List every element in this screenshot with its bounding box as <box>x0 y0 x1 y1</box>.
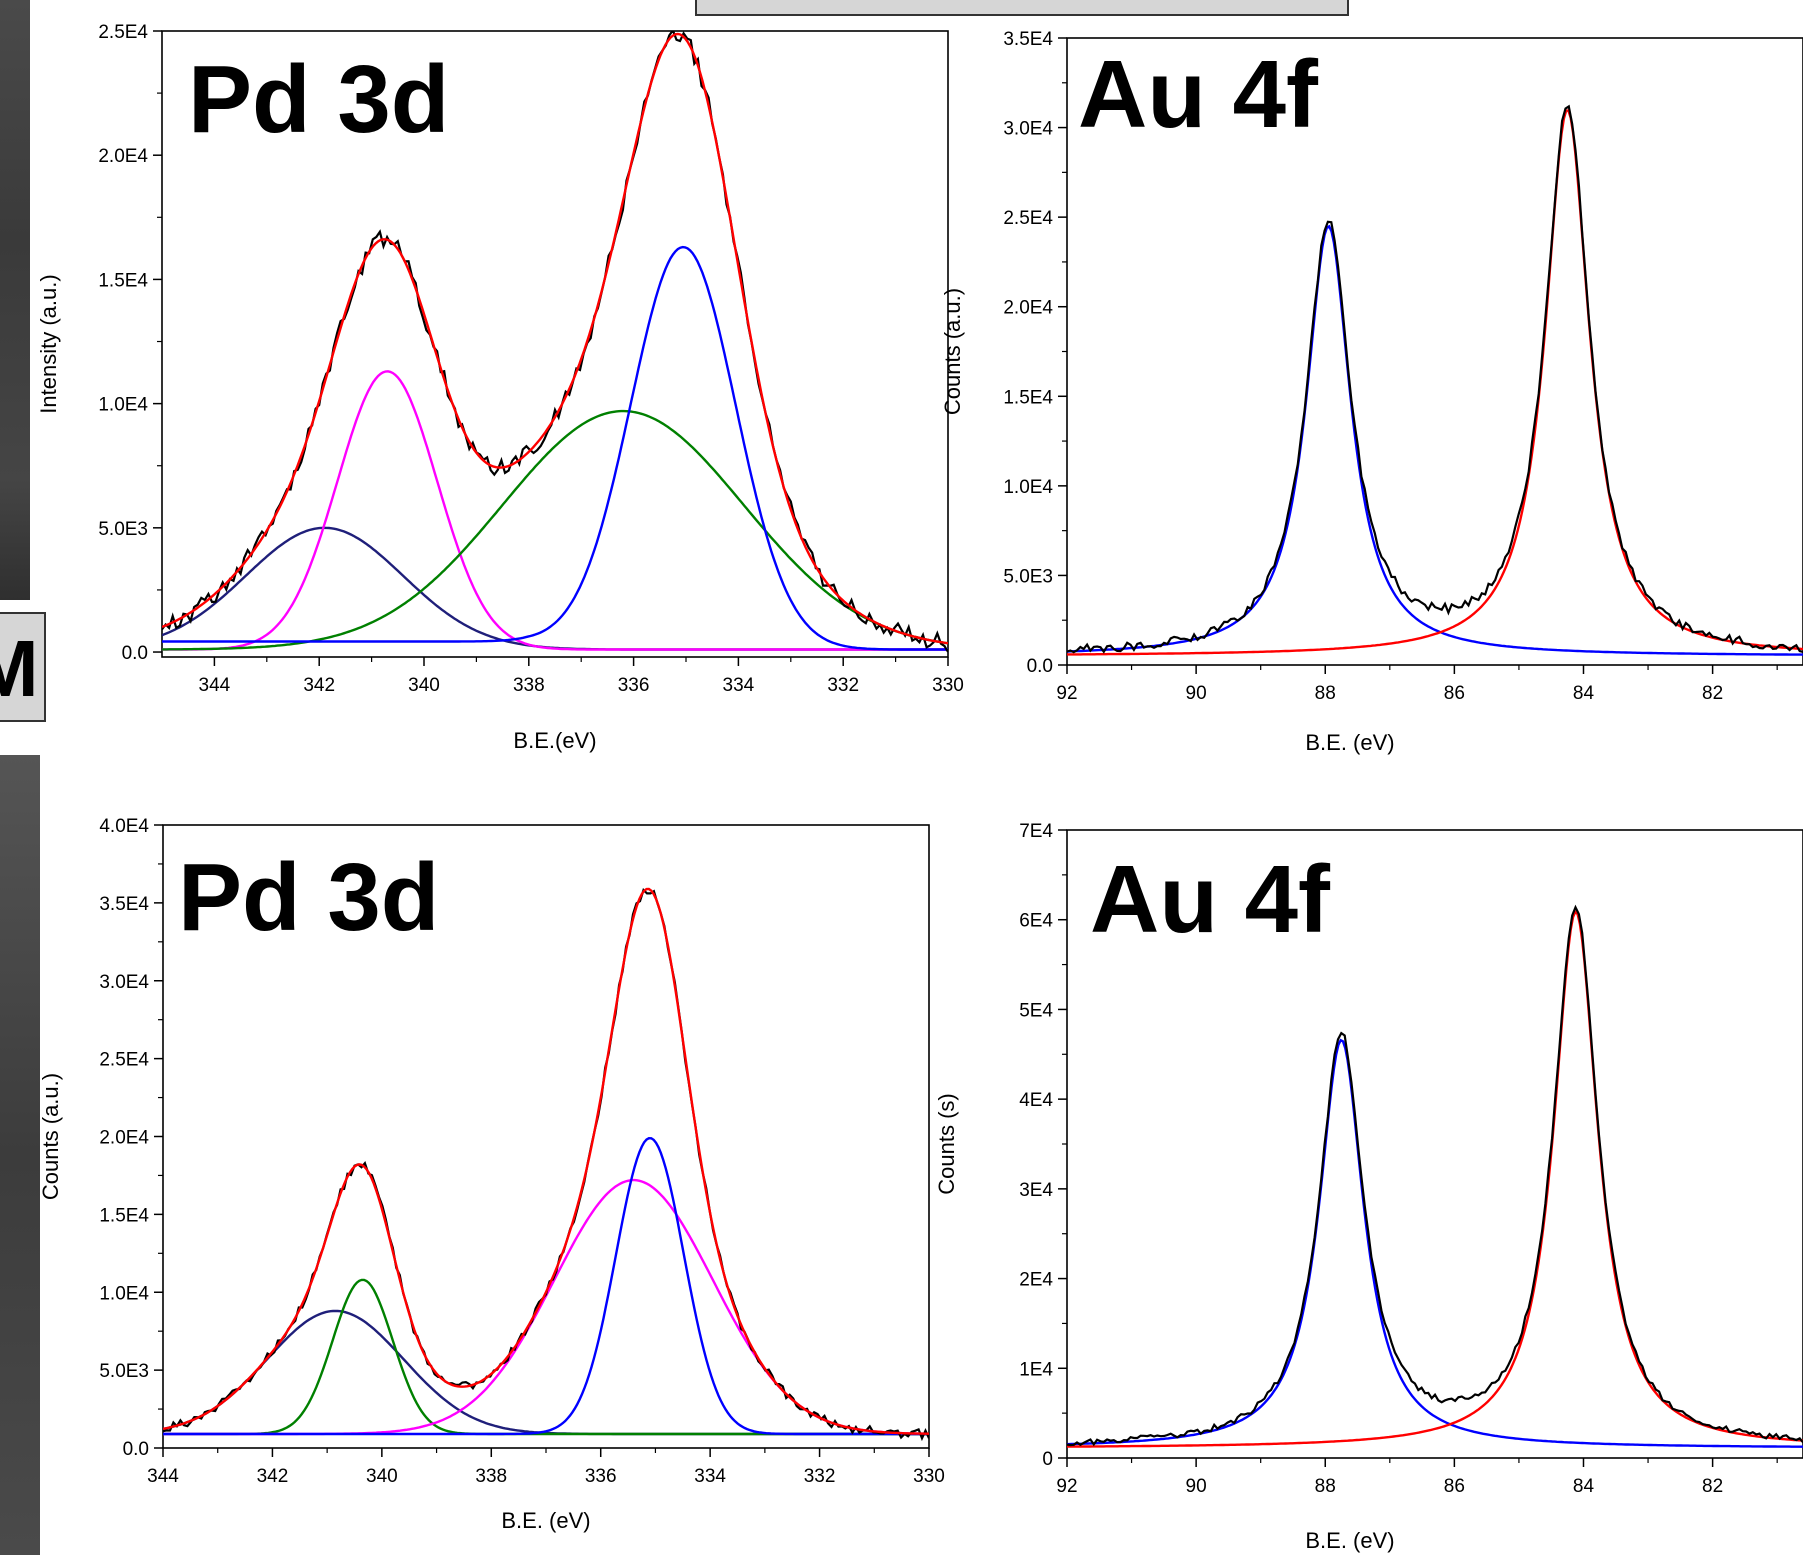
y-tick-label: 2.0E4 <box>98 146 148 167</box>
x-tick-label: 86 <box>1444 683 1465 704</box>
chart-panel-1: 0.0 5.0E3 1.0E4 1.5E4 2.0E4 2.5E4 344 342 340 338… <box>36 22 964 753</box>
panel-title: Pd 3d <box>178 844 439 951</box>
x-axis-label: B.E. (eV) <box>1305 1528 1394 1553</box>
x-tick-label: 338 <box>513 675 545 696</box>
y-tick-label: 2.5E4 <box>1003 208 1053 229</box>
series-line-3 <box>1067 104 1803 654</box>
y-tick-label: 1.5E4 <box>98 270 148 291</box>
x-tick-label: 84 <box>1573 683 1595 704</box>
y-tick-label: 3.0E4 <box>1003 119 1053 140</box>
x-axis-label: B.E. (eV) <box>501 1508 590 1533</box>
x-tick-label: 88 <box>1315 683 1336 704</box>
y-tick-label: 1.0E4 <box>98 395 148 416</box>
x-tick-label: 84 <box>1573 1476 1595 1497</box>
top-label-box <box>695 0 1349 16</box>
y-tick-label: 0.0 <box>122 643 148 664</box>
series-line-4 <box>162 245 948 651</box>
y-tick-label: 5.0E3 <box>99 1361 149 1382</box>
y-tick-label: 4.0E4 <box>99 816 149 837</box>
plot-frame <box>161 30 949 658</box>
x-tick-label: 90 <box>1186 683 1207 704</box>
left-image-strip-top <box>0 0 30 600</box>
x-tick-label: 332 <box>804 1466 836 1487</box>
chart-panel-2: 0.0 5.0E3 1.0E4 1.5E4 2.0E4 2.5E4 3.0E4 3.5E4 92… <box>940 29 1803 755</box>
series-line-3 <box>162 409 948 651</box>
x-tick-label: 330 <box>913 1466 945 1487</box>
x-tick-label: 336 <box>585 1466 617 1487</box>
series-line-2 <box>1067 909 1803 1448</box>
y-tick-label: 5.0E3 <box>98 519 148 540</box>
panel-title: Au 4f <box>1090 846 1331 953</box>
x-tick-label: 342 <box>257 1466 289 1487</box>
series-line-2 <box>162 370 948 651</box>
series-line-5 <box>163 887 929 1435</box>
y-tick-label: 2.5E4 <box>99 1050 149 1071</box>
chart-panel-3: 0.0 5.0E3 1.0E4 1.5E4 2.0E4 2.5E4 3.0E4 3.5E4 4.… <box>38 816 945 1533</box>
series-line-5 <box>162 32 948 645</box>
x-tick-label: 338 <box>475 1466 507 1487</box>
y-tick-label: 0.0 <box>123 1439 149 1460</box>
panel-title: Pd 3d <box>188 46 449 153</box>
y-axis-label: Counts (a.u.) <box>940 288 965 415</box>
y-axis-label: Counts (a.u.) <box>38 1073 63 1200</box>
x-tick-label: 340 <box>366 1466 398 1487</box>
x-tick-label: 86 <box>1444 1476 1465 1497</box>
y-tick-label: 5.0E3 <box>1003 566 1053 587</box>
y-tick-label: 3.5E4 <box>1003 29 1053 50</box>
y-tick-label: 1.0E4 <box>99 1283 149 1304</box>
x-tick-label: 90 <box>1186 1476 1207 1497</box>
x-tick-label: 92 <box>1056 683 1077 704</box>
x-tick-label: 342 <box>303 675 335 696</box>
series-line-3 <box>163 1178 929 1436</box>
series-line-6 <box>163 887 929 1442</box>
y-tick-label: 2.5E4 <box>98 22 148 43</box>
x-tick-label: 334 <box>723 675 755 696</box>
x-tick-label: 82 <box>1702 683 1723 704</box>
x-tick-label: 340 <box>408 675 440 696</box>
x-tick-label: 92 <box>1056 1476 1077 1497</box>
series-line-4 <box>163 1136 929 1436</box>
y-tick-label: 3.5E4 <box>99 894 149 915</box>
y-tick-label: 1.5E4 <box>1003 387 1053 408</box>
chart-panel-4: 0 1E4 2E4 3E4 4E4 5E4 6E4 7E4 92 90 88 86 84 82 B.E. (… <box>934 821 1803 1553</box>
left-label: M <box>0 624 39 713</box>
y-axis-label: Counts (s) <box>934 1093 959 1194</box>
y-tick-label: 2E4 <box>1019 1270 1053 1291</box>
series-line-1 <box>1067 1038 1803 1448</box>
x-tick-label: 336 <box>618 675 650 696</box>
y-tick-label: 5E4 <box>1019 1000 1053 1021</box>
y-tick-label: 3.0E4 <box>99 972 149 993</box>
y-axis-label: Intensity (a.u.) <box>36 274 61 413</box>
y-tick-label: 3E4 <box>1019 1180 1053 1201</box>
left-label-box: M <box>0 612 46 722</box>
y-tick-label: 4E4 <box>1019 1090 1053 1111</box>
y-tick-label: 7E4 <box>1019 821 1053 842</box>
x-tick-label: 88 <box>1315 1476 1336 1497</box>
y-tick-label: 2.0E4 <box>99 1128 149 1149</box>
x-tick-label: 344 <box>199 675 231 696</box>
x-axis-label: B.E.(eV) <box>513 728 596 753</box>
series-line-2 <box>163 1278 929 1436</box>
y-tick-label: 6E4 <box>1019 911 1053 932</box>
x-tick-label: 330 <box>932 675 964 696</box>
y-tick-label: 0.0 <box>1027 656 1053 677</box>
series-line-1 <box>1067 224 1803 656</box>
panel-title: Au 4f <box>1078 41 1319 148</box>
x-tick-label: 344 <box>147 1466 179 1487</box>
x-tick-label: 332 <box>827 675 859 696</box>
x-tick-label: 334 <box>694 1466 726 1487</box>
y-tick-label: 1.5E4 <box>99 1205 149 1226</box>
x-axis-label: B.E. (eV) <box>1305 730 1394 755</box>
y-tick-label: 1E4 <box>1019 1359 1053 1380</box>
left-image-strip-bottom <box>0 755 40 1555</box>
y-tick-label: 1.0E4 <box>1003 477 1053 498</box>
series-line-2 <box>1067 109 1803 656</box>
y-tick-label: 2.0E4 <box>1003 298 1053 319</box>
y-tick-label: 0 <box>1042 1449 1053 1470</box>
series-line-3 <box>1067 904 1803 1447</box>
x-tick-label: 82 <box>1702 1476 1723 1497</box>
